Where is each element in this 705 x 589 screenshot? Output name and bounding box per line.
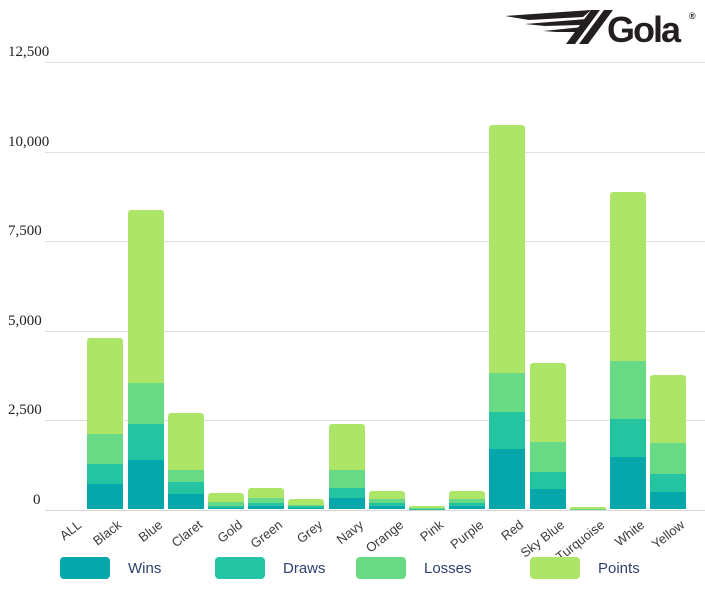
bar-segment-points-purple[interactable] bbox=[449, 490, 486, 499]
bar-segment-draws-sky-blue[interactable] bbox=[529, 472, 566, 489]
bar-segment-points-orange[interactable] bbox=[368, 490, 405, 499]
legend-label-wins: Wins bbox=[128, 559, 162, 577]
bar-segment-draws-green[interactable] bbox=[248, 503, 285, 507]
bar-segment-points-red[interactable] bbox=[489, 124, 526, 374]
bar-segment-losses-purple[interactable] bbox=[449, 498, 486, 504]
wing-icon bbox=[505, 10, 591, 20]
bar-segment-points-claret[interactable] bbox=[167, 412, 204, 471]
bar-segment-wins-green[interactable] bbox=[248, 506, 285, 510]
bar-segment-points-black[interactable] bbox=[87, 337, 124, 434]
gridline-12500 bbox=[45, 62, 705, 63]
slash-icon bbox=[566, 10, 600, 44]
bar-segment-wins-yellow[interactable] bbox=[650, 492, 687, 510]
gridline-10000 bbox=[45, 151, 705, 153]
bar-segment-points-gold[interactable] bbox=[207, 492, 244, 502]
bar-segment-wins-sky-blue[interactable] bbox=[529, 488, 566, 510]
bar-segment-points-white[interactable] bbox=[609, 191, 646, 362]
gridline-5000 bbox=[45, 330, 705, 332]
bar-segment-draws-white[interactable] bbox=[609, 418, 646, 458]
legend-swatch-wins bbox=[60, 557, 110, 579]
bar-segment-losses-navy[interactable] bbox=[328, 470, 365, 488]
legend-item-draws[interactable]: Draws bbox=[215, 557, 326, 579]
bar-segment-wins-orange[interactable] bbox=[368, 506, 405, 510]
bar-segment-losses-yellow[interactable] bbox=[650, 443, 687, 475]
bar-segment-points-green[interactable] bbox=[248, 488, 285, 499]
bar-segment-draws-blue[interactable] bbox=[127, 423, 164, 461]
bar-segment-wins-purple[interactable] bbox=[449, 506, 486, 510]
bar-segment-losses-sky-blue[interactable] bbox=[529, 442, 566, 473]
y-axis-label-7500: 7,500 bbox=[8, 223, 42, 239]
bar-segment-losses-red[interactable] bbox=[489, 373, 526, 413]
registered-mark: ® bbox=[689, 11, 696, 21]
bar-segment-losses-green[interactable] bbox=[248, 498, 285, 504]
bar-segment-points-sky-blue[interactable] bbox=[529, 363, 566, 442]
gola-wordmark: Gola bbox=[607, 9, 682, 50]
bar-segment-points-grey[interactable] bbox=[288, 499, 325, 506]
bar-segment-wins-navy[interactable] bbox=[328, 497, 365, 510]
y-axis-label-0: 0 bbox=[33, 491, 41, 508]
bar-segment-losses-blue[interactable] bbox=[127, 383, 164, 424]
gola-logo: Gola ® bbox=[503, 8, 699, 50]
bar-segment-draws-gold[interactable] bbox=[207, 505, 244, 508]
wing-icon bbox=[525, 19, 587, 26]
y-axis-label-12500: 12,500 bbox=[8, 44, 50, 60]
bar-segment-draws-purple[interactable] bbox=[449, 503, 486, 507]
bar-segment-draws-orange[interactable] bbox=[368, 503, 405, 507]
legend-swatch-losses bbox=[356, 557, 406, 579]
bar-segment-points-blue[interactable] bbox=[127, 209, 164, 384]
wing-icon bbox=[543, 27, 583, 32]
bar-segment-draws-navy[interactable] bbox=[328, 487, 365, 498]
bar-segment-losses-white[interactable] bbox=[609, 361, 646, 419]
y-axis-label-10000: 10,000 bbox=[8, 133, 50, 150]
bar-segment-losses-black[interactable] bbox=[87, 433, 124, 464]
y-axis-label-2500: 2,500 bbox=[8, 402, 42, 418]
gridline-0 bbox=[45, 509, 705, 511]
gola-logo-svg: Gola ® bbox=[505, 9, 696, 50]
legend-label-losses: Losses bbox=[424, 559, 472, 577]
bar-segment-draws-red[interactable] bbox=[489, 412, 526, 449]
y-axis-label-5000: 5,000 bbox=[8, 312, 42, 329]
gridline-7500 bbox=[45, 241, 705, 242]
bar-segment-wins-red[interactable] bbox=[489, 448, 526, 510]
bar-segment-draws-black[interactable] bbox=[87, 463, 124, 485]
bar-segment-draws-yellow[interactable] bbox=[650, 474, 687, 493]
bar-segment-points-turquoise[interactable] bbox=[569, 506, 606, 509]
legend-label-points: Points bbox=[598, 559, 640, 577]
legend-swatch-points bbox=[530, 557, 580, 579]
slash-icon bbox=[579, 10, 613, 44]
bar-segment-wins-grey[interactable] bbox=[288, 507, 325, 510]
bar-segment-losses-orange[interactable] bbox=[368, 498, 405, 504]
gridline-2500 bbox=[45, 420, 705, 421]
bar-segment-wins-claret[interactable] bbox=[167, 494, 204, 510]
legend-label-draws: Draws bbox=[283, 559, 326, 577]
legend-item-losses[interactable]: Losses bbox=[356, 557, 472, 579]
bar-segment-wins-blue[interactable] bbox=[127, 460, 164, 510]
legend-item-wins[interactable]: Wins bbox=[60, 557, 161, 579]
bar-segment-points-pink[interactable] bbox=[408, 506, 445, 509]
bar-segment-wins-gold[interactable] bbox=[207, 507, 244, 510]
bar-segment-points-yellow[interactable] bbox=[650, 374, 687, 444]
bar-segment-wins-white[interactable] bbox=[609, 457, 646, 510]
legend-item-points[interactable]: Points bbox=[530, 557, 640, 579]
bar-segment-draws-claret[interactable] bbox=[167, 482, 204, 495]
bar-segment-losses-grey[interactable] bbox=[288, 505, 325, 507]
bar-segment-points-navy[interactable] bbox=[328, 423, 365, 471]
legend-swatch-draws bbox=[215, 557, 265, 579]
bar-segment-draws-grey[interactable] bbox=[288, 506, 325, 508]
bar-segment-wins-black[interactable] bbox=[87, 484, 124, 510]
bar-segment-losses-claret[interactable] bbox=[167, 470, 204, 483]
bar-segment-losses-gold[interactable] bbox=[207, 501, 244, 506]
